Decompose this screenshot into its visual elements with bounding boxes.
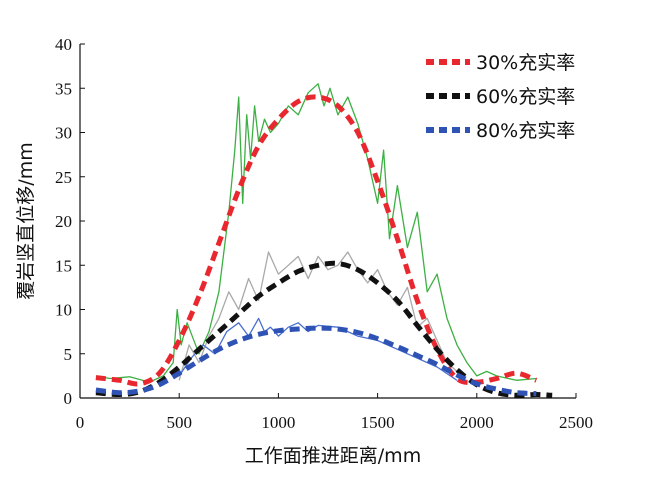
measured-curves — [95, 83, 537, 386]
legend-label-30: 30%充实率 — [476, 52, 575, 74]
x-axis-label: 工作面推进距离/mm — [245, 445, 421, 467]
y-tick-label: 10 — [55, 301, 72, 320]
y-tick-label: 30 — [55, 124, 72, 143]
fitted-curves — [95, 94, 553, 398]
legend: 30%充实率 60%充实率 80%充实率 — [426, 52, 575, 142]
legend-label-60: 60%充实率 — [476, 86, 575, 108]
x-tick-label: 2500 — [559, 413, 593, 432]
legend-label-80: 80%充实率 — [476, 120, 575, 142]
y-tick-label: 20 — [55, 212, 72, 231]
x-tick-label: 2000 — [460, 413, 494, 432]
y-tick-label: 5 — [64, 345, 73, 364]
fitted-line-60 — [95, 260, 553, 398]
measured-line-30 — [95, 83, 537, 383]
y-ticks: 0 5 10 15 20 25 30 35 40 — [55, 35, 85, 408]
x-ticks: 0 500 1000 1500 2000 2500 — [76, 393, 593, 432]
x-tick-label: 1000 — [261, 413, 295, 432]
x-tick-label: 1500 — [361, 413, 395, 432]
x-tick-label: 0 — [76, 413, 85, 432]
y-tick-label: 40 — [55, 35, 72, 54]
y-tick-label: 35 — [55, 79, 72, 98]
y-tick-label: 15 — [55, 256, 72, 275]
y-axis-label: 覆岩竖直位移/mm — [15, 142, 37, 299]
y-tick-label: 25 — [55, 168, 72, 187]
fitted-line-30 — [95, 94, 538, 387]
x-tick-label: 500 — [166, 413, 192, 432]
fitted-line-80 — [95, 325, 537, 397]
y-tick-label: 0 — [64, 389, 73, 408]
